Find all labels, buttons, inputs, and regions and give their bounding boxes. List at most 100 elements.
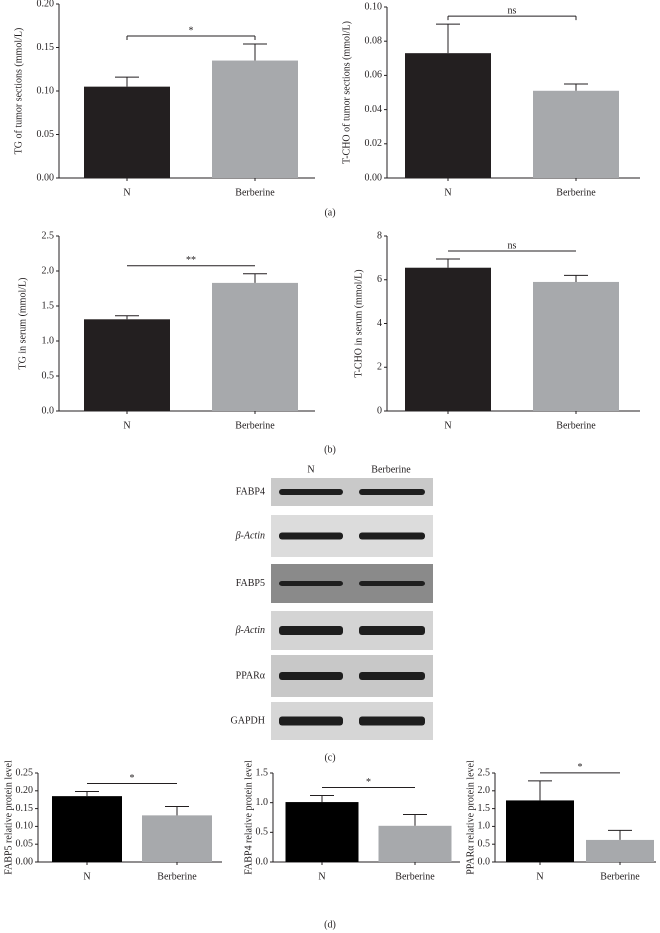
y-tick-label: 0.5: [478, 838, 491, 849]
blot-band: [279, 489, 343, 495]
y-tick-label: 2.5: [42, 230, 55, 241]
y-tick-label: 0: [377, 405, 382, 416]
y-tick-label: 0.15: [16, 803, 34, 814]
significance-label: *: [578, 762, 583, 773]
blot-band: [359, 672, 425, 680]
significance-label: ns: [508, 240, 517, 251]
y-tick-label: 0.0: [256, 856, 269, 867]
y-tick-label: 0.00: [37, 172, 55, 183]
panel-label: (c): [324, 752, 335, 763]
y-axis-label: TG of tumor sections (mmol/L): [13, 28, 24, 155]
blot-row-label: FABP5: [236, 578, 265, 589]
y-axis-label: FABP4 relative protein level: [243, 760, 254, 875]
y-tick-label: 0.04: [365, 104, 383, 115]
bar: [285, 802, 359, 862]
y-tick-label: 1.0: [256, 797, 269, 808]
bar: [84, 86, 170, 178]
bar: [533, 90, 619, 178]
blot-band: [279, 672, 343, 680]
y-tick-label: 0.25: [16, 767, 34, 778]
y-axis-label: PPARα relative protein level: [465, 760, 476, 875]
blot-row-label: GAPDH: [231, 715, 265, 726]
x-tick-label: Berberine: [600, 871, 640, 882]
panel-label: (a): [324, 207, 335, 218]
y-axis-label: T-CHO in serum (mmol/L): [353, 269, 364, 377]
x-tick-label: Berberine: [395, 871, 435, 882]
y-tick-label: 0.08: [365, 35, 383, 46]
y-tick-label: 2.0: [42, 265, 55, 276]
y-tick-label: 0.20: [16, 785, 34, 796]
y-axis-label: TG in serum (mmol/L): [17, 278, 28, 370]
y-axis-label: FABP5 relative protein level: [3, 760, 14, 875]
blot-band: [279, 716, 343, 726]
y-tick-label: 0.10: [365, 1, 383, 12]
y-tick-label: 0.10: [16, 821, 34, 832]
y-tick-label: 6: [377, 274, 382, 285]
blot-band: [359, 532, 425, 540]
blot-row-label: β-Actin: [235, 625, 265, 636]
x-tick-label: N: [123, 420, 130, 431]
y-tick-label: 4: [377, 318, 382, 329]
blot-column-label: Berberine: [371, 464, 411, 475]
x-tick-label: N: [536, 871, 543, 882]
y-tick-label: 0.02: [365, 138, 383, 149]
x-tick-label: N: [318, 871, 325, 882]
blot-row-label: β-Actin: [235, 530, 265, 541]
y-tick-label: 0.10: [37, 85, 55, 96]
x-tick-label: N: [83, 871, 90, 882]
bar: [378, 825, 452, 862]
bar: [84, 319, 170, 411]
x-tick-label: Berberine: [235, 187, 275, 198]
y-tick-label: 1.0: [478, 821, 491, 832]
y-tick-label: 1.0: [42, 335, 55, 346]
x-tick-label: N: [444, 187, 451, 198]
y-axis-label: T-CHO of tumor sections (mmol/L): [341, 21, 352, 164]
significance-label: *: [189, 25, 194, 36]
blot-band: [279, 532, 343, 540]
x-tick-label: Berberine: [157, 871, 197, 882]
y-tick-label: 0.20: [37, 0, 55, 9]
bar: [405, 53, 491, 178]
y-tick-label: 0.5: [42, 370, 55, 381]
blot-band: [359, 581, 425, 586]
blot-row-label: FABP4: [236, 486, 265, 497]
bar: [586, 839, 654, 862]
y-tick-label: 8: [377, 230, 382, 241]
blot-column-label: N: [307, 464, 314, 475]
y-tick-label: 2.5: [478, 767, 491, 778]
blot-band: [359, 626, 425, 635]
y-tick-label: 1.5: [256, 767, 269, 778]
significance-label: *: [366, 777, 371, 788]
panel-label: (d): [324, 919, 336, 930]
bar: [212, 282, 298, 411]
bar: [142, 815, 212, 862]
y-tick-label: 0.05: [16, 838, 34, 849]
significance-label: **: [186, 255, 196, 266]
y-tick-label: 0.00: [16, 856, 34, 867]
y-tick-label: 2: [377, 362, 382, 373]
panel-label: (b): [324, 444, 336, 455]
blot-band: [279, 626, 343, 635]
y-tick-label: 0.0: [42, 405, 55, 416]
y-tick-label: 1.5: [478, 803, 491, 814]
bar: [533, 281, 619, 411]
blot-band: [359, 489, 425, 495]
blot-row-label: PPARα: [236, 670, 266, 681]
bar: [212, 60, 298, 178]
y-tick-label: 0.06: [365, 70, 383, 81]
significance-label: *: [130, 773, 135, 784]
blot-band: [359, 716, 425, 726]
bar: [506, 800, 574, 862]
y-tick-label: 2.0: [478, 785, 491, 796]
y-tick-label: 0.0: [478, 856, 491, 867]
x-tick-label: Berberine: [235, 420, 275, 431]
x-tick-label: N: [123, 187, 130, 198]
significance-label: ns: [508, 5, 517, 16]
y-tick-label: 1.5: [42, 300, 55, 311]
blot-band: [279, 581, 343, 586]
x-tick-label: Berberine: [556, 187, 596, 198]
x-tick-label: N: [444, 420, 451, 431]
x-tick-label: Berberine: [556, 420, 596, 431]
